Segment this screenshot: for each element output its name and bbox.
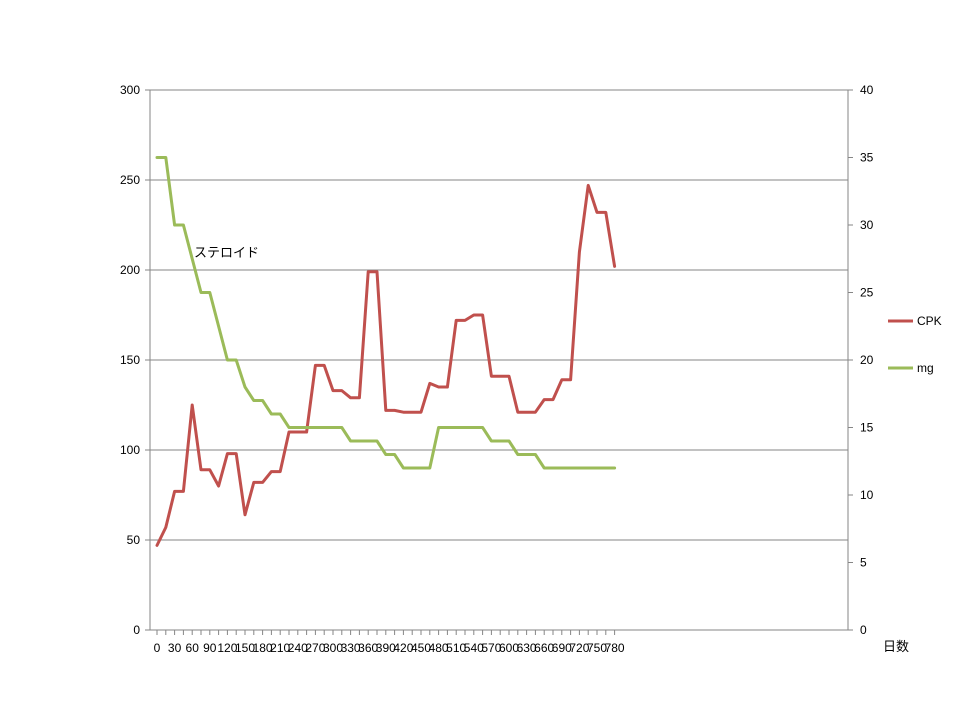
- left-axis-tick-label: 150: [120, 353, 140, 367]
- left-axis-tick-label: 300: [120, 83, 140, 97]
- right-axis-tick-label: 30: [860, 218, 874, 232]
- series-lines: [155, 156, 617, 547]
- x-axis-tick-label: 330: [341, 641, 361, 655]
- right-axis-tick-label: 40: [860, 83, 874, 97]
- x-axis-tick-label: 60: [186, 641, 200, 655]
- x-axis-tick-label: 600: [499, 641, 519, 655]
- x-axis-title: 日数: [883, 640, 909, 655]
- axes: [145, 89, 853, 635]
- x-axis-tick-label: 450: [411, 641, 431, 655]
- x-axis-tick-label: 780: [605, 641, 625, 655]
- gridlines: [150, 89, 848, 541]
- x-axis-tick-label: 240: [288, 641, 308, 655]
- legend: CPK mg: [888, 314, 942, 375]
- right-axis-tick-label: 15: [860, 421, 874, 435]
- x-axis-tick-label: 210: [270, 641, 290, 655]
- left-axis-tick-label: 50: [127, 533, 141, 547]
- legend-label-mg: mg: [917, 361, 934, 375]
- left-axis-tick-label: 100: [120, 443, 140, 457]
- x-axis-tick-label: 720: [569, 641, 589, 655]
- left-axis-tick-label: 0: [133, 623, 140, 637]
- x-axis-tick-label: 390: [376, 641, 396, 655]
- series-line-CPK: [155, 183, 617, 547]
- x-axis-tick-label: 90: [203, 641, 217, 655]
- right-axis-tick-label: 35: [860, 151, 874, 165]
- x-axis-tick-label: 660: [534, 641, 554, 655]
- x-axis-tick-label: 150: [235, 641, 255, 655]
- x-axis-tick-label: 570: [481, 641, 501, 655]
- x-axis-tick-label: 540: [464, 641, 484, 655]
- left-axis-tick-label: 250: [120, 173, 140, 187]
- x-axis-tick-label: 120: [217, 641, 237, 655]
- right-axis-tick-label: 25: [860, 286, 874, 300]
- x-axis-tick-label: 510: [446, 641, 466, 655]
- series-line-mg: [155, 156, 617, 470]
- x-axis-tick-label: 750: [587, 641, 607, 655]
- x-axis-tick-label: 180: [253, 641, 273, 655]
- x-axis-tick-label: 480: [429, 641, 449, 655]
- x-axis-tick-label: 420: [393, 641, 413, 655]
- x-axis-tick-label: 300: [323, 641, 343, 655]
- right-axis-tick-label: 0: [860, 623, 867, 637]
- x-axis-tick-label: 0: [154, 641, 161, 655]
- x-axis-tick-label: 360: [358, 641, 378, 655]
- right-axis-tick-label: 5: [860, 556, 867, 570]
- right-axis-tick-label: 10: [860, 488, 874, 502]
- right-axis-tick-label: 20: [860, 353, 874, 367]
- x-axis-tick-label: 630: [517, 641, 537, 655]
- x-axis-tick-label: 270: [305, 641, 325, 655]
- left-axis-tick-label: 200: [120, 263, 140, 277]
- annotation-label: ステロイド: [194, 246, 259, 261]
- x-axis-tick-label: 30: [168, 641, 182, 655]
- x-axis-tick-label: 690: [552, 641, 572, 655]
- legend-label-CPK: CPK: [917, 314, 942, 328]
